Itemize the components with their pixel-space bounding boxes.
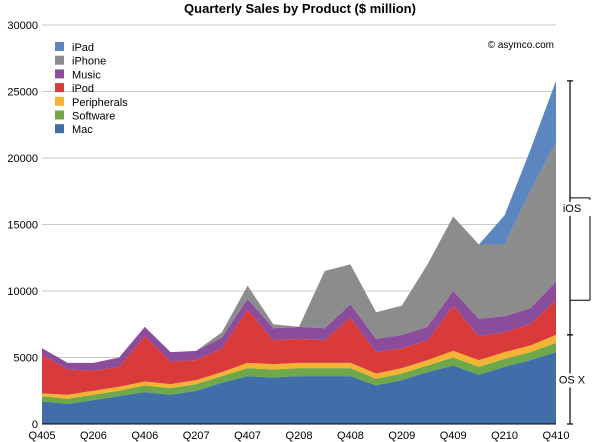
segment-brackets: iOS OS X xyxy=(557,80,591,425)
bracket-ios: iOS xyxy=(561,80,583,336)
y-tick-label: 5000 xyxy=(14,353,38,365)
legend-swatch xyxy=(55,110,64,120)
legend-swatch xyxy=(55,42,64,51)
y-tick-label: 0 xyxy=(32,419,38,431)
x-tick-label: Q208 xyxy=(286,430,313,442)
x-tick-label: Q206 xyxy=(80,430,107,442)
ios-guide-lines xyxy=(570,197,591,301)
legend-label: Peripherals xyxy=(72,97,128,109)
x-tick-label: Q410 xyxy=(543,430,570,442)
legend-label: iPod xyxy=(72,83,94,95)
x-tick-label: Q210 xyxy=(491,430,518,442)
bracket-label: OS X xyxy=(559,374,586,386)
legend-label: Music xyxy=(72,69,101,81)
bracket-os-x: OS X xyxy=(557,334,587,425)
y-tick-label: 25000 xyxy=(7,87,38,99)
legend-swatch xyxy=(55,83,64,93)
x-tick-label: Q209 xyxy=(388,430,415,442)
bracket-label: iOS xyxy=(563,203,581,215)
area-ipod xyxy=(42,300,556,395)
y-tick-label: 15000 xyxy=(7,220,38,232)
x-tick-label: Q406 xyxy=(131,430,158,442)
area-peripherals xyxy=(42,334,556,399)
legend-label: iPhone xyxy=(72,56,106,68)
y-tick-label: 30000 xyxy=(7,20,38,32)
legend-swatch xyxy=(55,69,64,79)
credit-text: © asymco.com xyxy=(488,40,554,51)
area-ipad xyxy=(478,80,556,245)
x-tick-label: Q409 xyxy=(440,430,467,442)
area-software xyxy=(42,342,556,405)
y-tick-label: 20000 xyxy=(7,153,38,165)
x-tick-label: Q408 xyxy=(337,430,364,442)
legend-swatch xyxy=(55,96,64,106)
chart-title: Quarterly Sales by Product ($ million) xyxy=(184,1,416,16)
x-tick-label: Q405 xyxy=(29,430,56,442)
x-tick-label: Q407 xyxy=(234,430,261,442)
legend-label: Mac xyxy=(72,124,93,136)
legend-swatch xyxy=(55,124,64,134)
x-axis: Q405 Q206 Q406 Q207 Q407 Q208 Q408 Q209 Q409 Q210… xyxy=(29,423,570,442)
stacked-areas xyxy=(42,80,556,424)
area-iphone xyxy=(196,142,556,351)
y-axis: 0 5000 10000 15000 20000 25000 30000 xyxy=(7,20,38,431)
legend-label: iPad xyxy=(72,42,94,54)
y-tick-label: 10000 xyxy=(7,286,38,298)
area-mac xyxy=(42,352,556,424)
legend-swatch xyxy=(55,55,64,65)
legend-label: Software xyxy=(72,111,115,123)
x-tick-label: Q207 xyxy=(183,430,210,442)
